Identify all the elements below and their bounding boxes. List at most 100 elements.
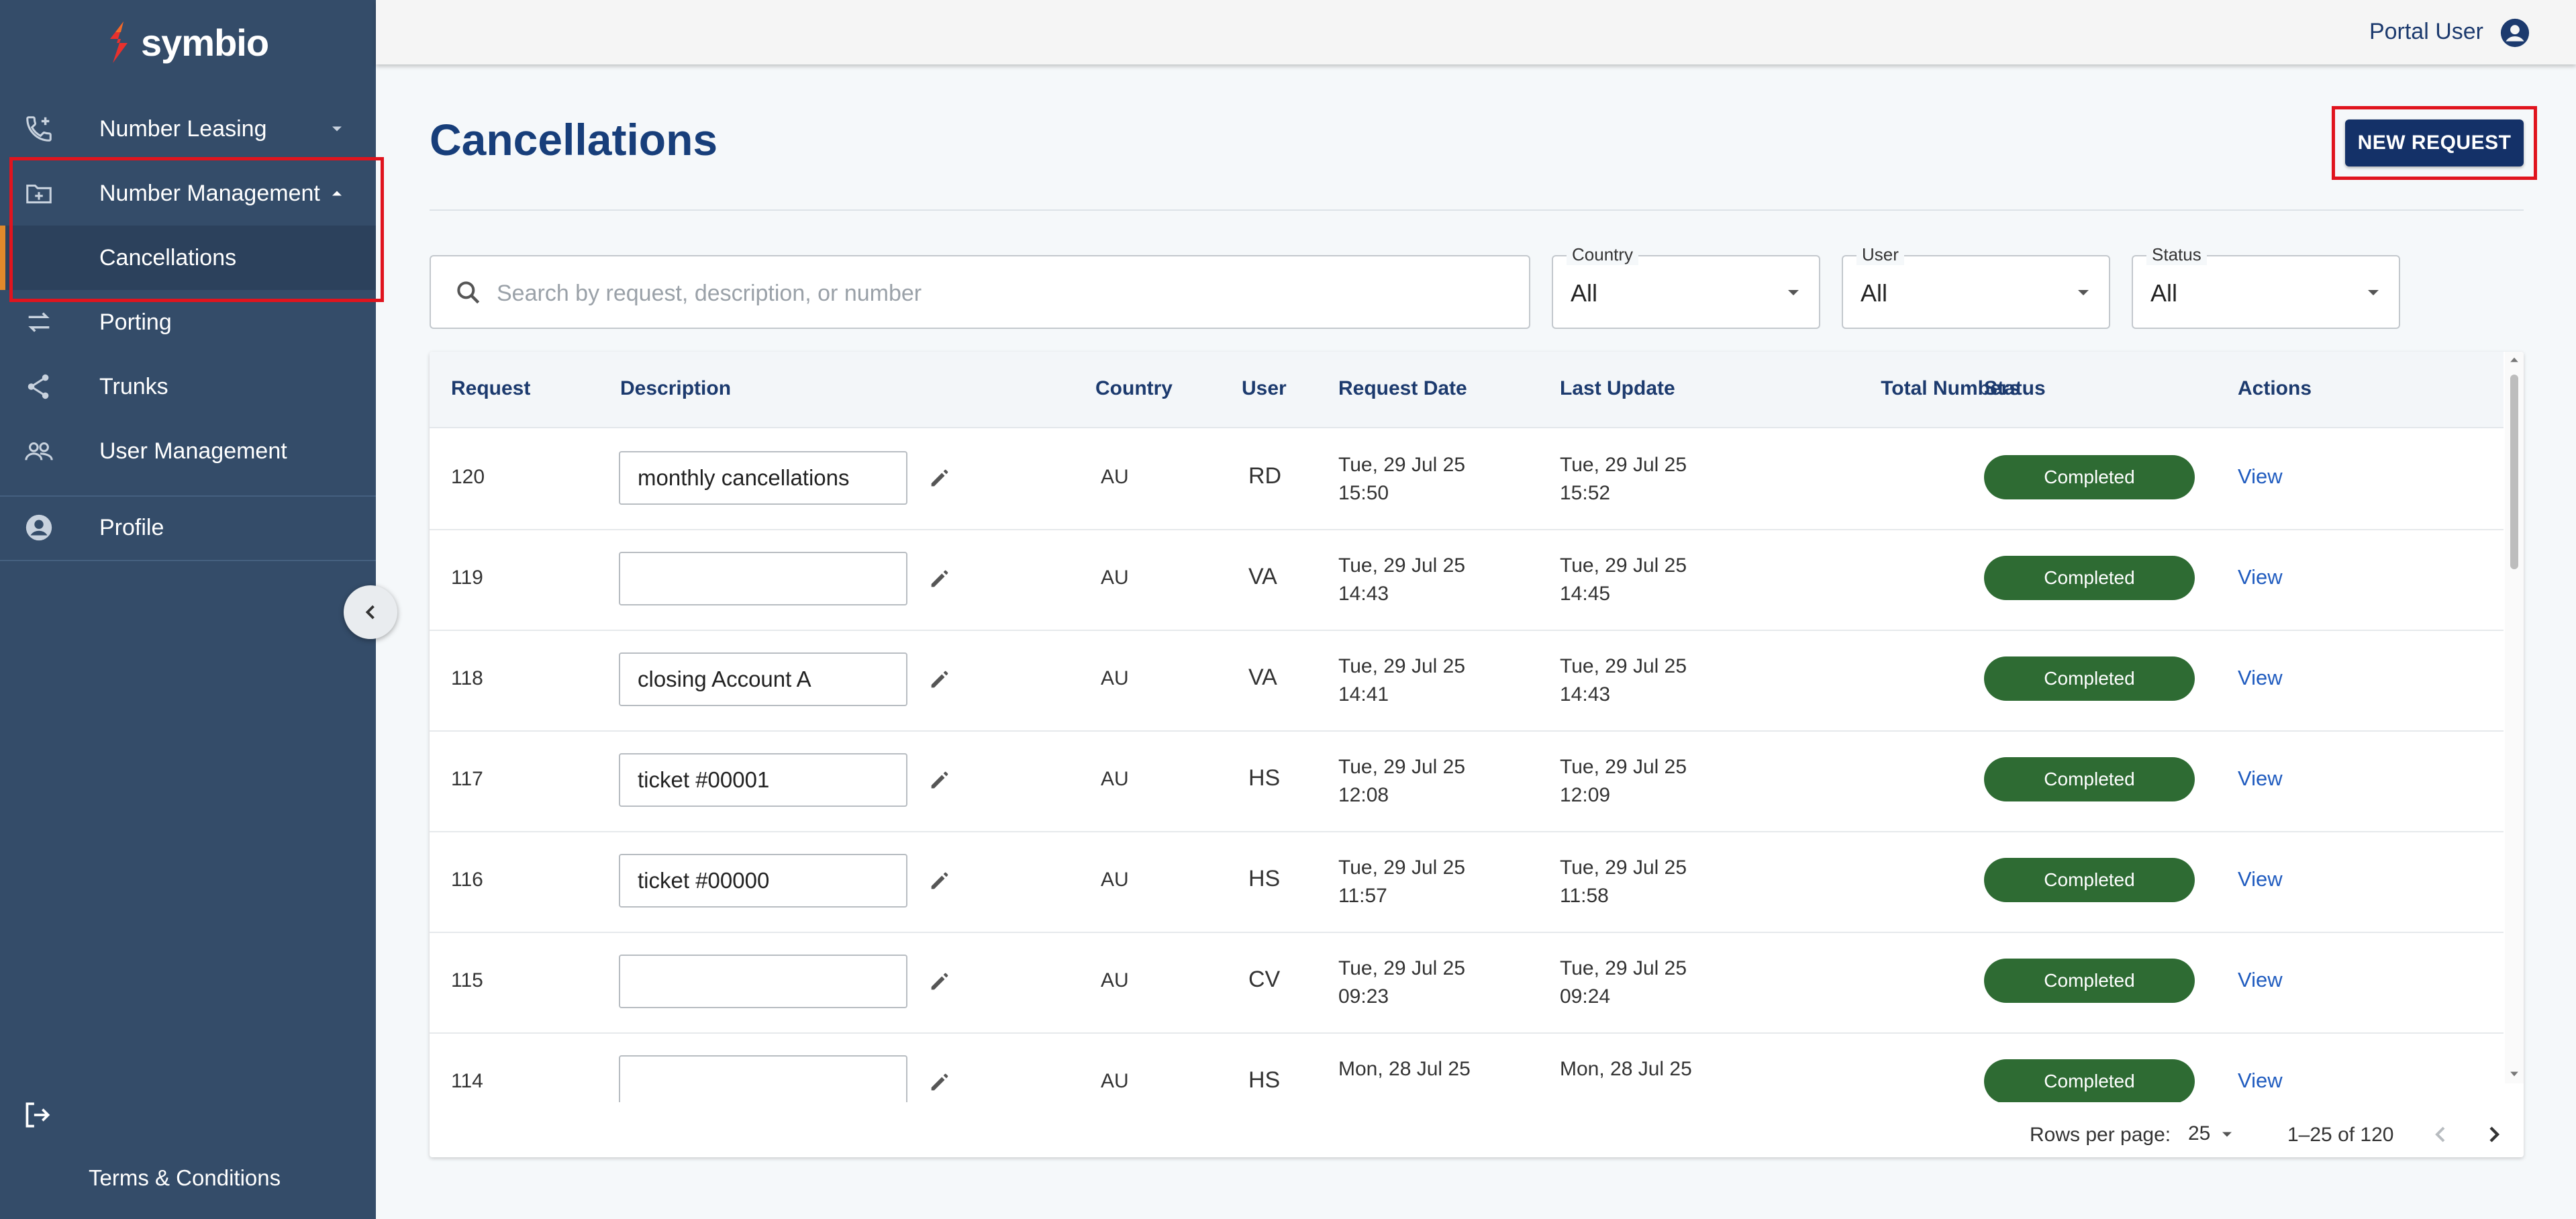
view-link[interactable]: View (2238, 767, 2283, 790)
view-link[interactable]: View (2238, 465, 2283, 488)
sidebar-divider (0, 495, 376, 497)
column-header-user[interactable]: User (1242, 377, 1287, 399)
last-update: Tue, 29 Jul 25 14:45 (1560, 552, 1687, 608)
request-id: 115 (451, 969, 483, 991)
country: AU (1101, 869, 1129, 891)
request-date: Tue, 29 Jul 25 11:57 (1338, 854, 1465, 910)
new-request-button[interactable]: NEW REQUEST (2345, 119, 2524, 166)
table-row: 116 ticket #00000 AU HS Tue, 29 Jul 25 11… (430, 831, 2504, 933)
view-link[interactable]: View (2238, 968, 2283, 991)
sidebar-item-label: Porting (99, 309, 172, 335)
caret-down-icon (2078, 290, 2089, 295)
edit-pencil-icon[interactable] (928, 669, 950, 691)
last-update: Tue, 29 Jul 25 11:58 (1560, 854, 1687, 910)
account-circle-icon[interactable] (2499, 17, 2530, 48)
column-header-country[interactable]: Country (1095, 377, 1173, 399)
column-header-request-date[interactable]: Request Date (1338, 377, 1467, 399)
country-filter-select[interactable]: Country All (1552, 244, 1820, 329)
edit-pencil-icon[interactable] (928, 1071, 950, 1094)
request-date-day: Tue, 29 Jul 25 (1338, 857, 1466, 879)
request-id: 117 (451, 768, 483, 790)
sidebar-item-label: User Management (99, 438, 287, 464)
last-update-time: 11:58 (1560, 885, 1609, 907)
folder-plus-icon (21, 176, 56, 211)
sidebar-item-cancellations[interactable]: Cancellations (0, 226, 376, 290)
rows-per-page-select[interactable]: 25 (2188, 1122, 2211, 1144)
sidebar-item-label: Number Leasing (99, 115, 267, 142)
sidebar-item-number-leasing[interactable]: Number Leasing (0, 97, 376, 161)
view-link[interactable]: View (2238, 867, 2283, 891)
request-date-day: Tue, 29 Jul 25 (1338, 454, 1466, 476)
user-initials: HS (1248, 1067, 1281, 1093)
column-header-description[interactable]: Description (620, 377, 732, 399)
chevron-right-icon[interactable] (2481, 1121, 2508, 1148)
search-box (430, 255, 1530, 329)
country: AU (1101, 1070, 1129, 1092)
description-input[interactable]: ticket #00000 (619, 854, 907, 908)
request-date: Tue, 29 Jul 25 15:50 (1338, 451, 1465, 507)
pagination: Rows per page: 25 1–25 of 120 (430, 1102, 2524, 1157)
terms-link[interactable]: Terms & Conditions (89, 1165, 281, 1190)
top-bar: Portal User (376, 0, 2576, 64)
request-date: Mon, 28 Jul 25 (1338, 1055, 1471, 1083)
view-link[interactable]: View (2238, 666, 2283, 689)
sidebar-item-label: Trunks (99, 373, 168, 399)
sidebar-divider (0, 560, 376, 561)
request-date-day: Mon, 28 Jul 25 (1338, 1058, 1471, 1080)
table-row: 117 ticket #00001 AU HS Tue, 29 Jul 25 12… (430, 730, 2504, 832)
scrollbar-thumb[interactable] (2510, 375, 2518, 569)
edit-pencil-icon[interactable] (928, 971, 950, 993)
request-id: 118 (451, 667, 483, 689)
column-header-status[interactable]: Status (1984, 377, 2046, 399)
search-input[interactable] (495, 273, 1505, 314)
table-body: 120 monthly cancellations AU RD Tue, 29 … (430, 428, 2504, 1102)
edit-pencil-icon[interactable] (928, 467, 950, 490)
collapse-sidebar-button[interactable] (344, 585, 397, 639)
column-header-last-update[interactable]: Last Update (1560, 377, 1675, 399)
current-user-name[interactable]: Portal User (2369, 19, 2483, 44)
edit-pencil-icon[interactable] (928, 769, 950, 792)
last-update-day: Tue, 29 Jul 25 (1560, 857, 1687, 879)
sidebar-item-porting[interactable]: Porting (0, 290, 376, 354)
swap-arrows-icon (21, 305, 56, 340)
scroll-up-arrow-icon[interactable] (2508, 353, 2521, 367)
sidebar-item-profile[interactable]: Profile (0, 495, 376, 560)
description-input[interactable] (619, 955, 907, 1008)
logout-icon[interactable] (20, 1098, 54, 1132)
edit-pencil-icon[interactable] (928, 870, 950, 893)
sidebar-item-number-management[interactable]: Number Management (0, 161, 376, 226)
description-input[interactable] (619, 1055, 907, 1102)
country-filter-value: All (1571, 279, 1598, 307)
last-update: Mon, 28 Jul 25 (1560, 1055, 1692, 1083)
scroll-down-arrow-icon[interactable] (2508, 1067, 2521, 1081)
request-date-time: 11:57 (1338, 885, 1387, 907)
table-row: 119 AU VA Tue, 29 Jul 25 14:43 Tue, 29 Ju… (430, 529, 2504, 631)
caret-down-icon[interactable] (2218, 1125, 2236, 1144)
description-input[interactable] (619, 552, 907, 605)
last-update-day: Tue, 29 Jul 25 (1560, 957, 1687, 979)
status-badge: Completed (1984, 455, 2195, 499)
description-input[interactable]: ticket #00001 (619, 753, 907, 807)
sidebar-item-user-management[interactable]: User Management (0, 419, 376, 483)
description-input[interactable]: closing Account A (619, 652, 907, 706)
edit-pencil-icon[interactable] (928, 568, 950, 591)
status-filter-select[interactable]: Status All (2132, 244, 2400, 329)
status-badge: Completed (1984, 959, 2195, 1003)
description-input[interactable]: monthly cancellations (619, 451, 907, 505)
table-scrollbar[interactable] (2505, 352, 2524, 1083)
view-link[interactable]: View (2238, 565, 2283, 589)
user-initials: HS (1248, 765, 1281, 791)
active-indicator (0, 226, 5, 290)
country: AU (1101, 667, 1129, 689)
column-header-total-numbers[interactable]: Total Numbers (1881, 377, 2020, 399)
user-filter-select[interactable]: User All (1842, 244, 2110, 329)
chevron-left-icon[interactable] (2427, 1121, 2454, 1148)
symbio-logo[interactable]: symbio (101, 17, 269, 67)
column-header-request[interactable]: Request (451, 377, 531, 399)
user-initials: VA (1248, 564, 1277, 589)
view-link[interactable]: View (2238, 1069, 2283, 1092)
request-date-day: Tue, 29 Jul 25 (1338, 756, 1466, 778)
request-date-day: Tue, 29 Jul 25 (1338, 554, 1466, 577)
sidebar-item-trunks[interactable]: Trunks (0, 354, 376, 419)
user-initials: VA (1248, 665, 1277, 690)
